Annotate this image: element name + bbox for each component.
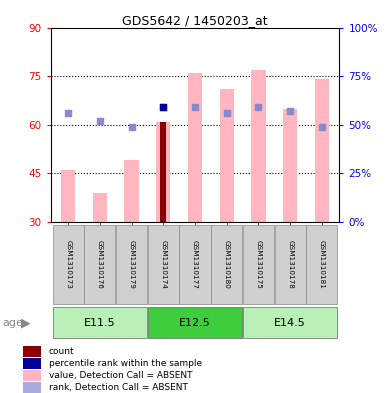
- Bar: [148, 225, 179, 304]
- Text: GSM1310177: GSM1310177: [192, 240, 198, 289]
- Bar: [160, 121, 167, 222]
- Text: age: age: [2, 318, 23, 328]
- Bar: [148, 307, 242, 338]
- Bar: [84, 225, 115, 304]
- Bar: [156, 121, 170, 222]
- Point: [128, 123, 135, 130]
- Bar: [243, 225, 274, 304]
- Text: GSM1310173: GSM1310173: [65, 240, 71, 289]
- Point: [160, 104, 167, 110]
- Text: value, Detection Call = ABSENT: value, Detection Call = ABSENT: [49, 371, 192, 380]
- Bar: [179, 225, 211, 304]
- Point: [255, 104, 262, 110]
- Bar: [315, 79, 329, 222]
- Text: GSM1310174: GSM1310174: [160, 240, 166, 289]
- Bar: [188, 73, 202, 222]
- Point: [97, 118, 103, 124]
- Bar: [211, 225, 242, 304]
- Text: GSM1310180: GSM1310180: [224, 240, 230, 289]
- Bar: [306, 225, 337, 304]
- Text: percentile rank within the sample: percentile rank within the sample: [49, 359, 202, 368]
- Point: [319, 123, 325, 130]
- Bar: [53, 225, 84, 304]
- Bar: [53, 307, 147, 338]
- Text: rank, Detection Call = ABSENT: rank, Detection Call = ABSENT: [49, 384, 188, 393]
- Bar: [23, 370, 41, 382]
- Point: [65, 110, 71, 116]
- Text: GDS5642 / 1450203_at: GDS5642 / 1450203_at: [122, 14, 268, 27]
- Text: GSM1310179: GSM1310179: [129, 240, 135, 289]
- Point: [223, 110, 230, 116]
- Text: E14.5: E14.5: [274, 318, 306, 328]
- Bar: [124, 160, 139, 222]
- Bar: [220, 89, 234, 222]
- Text: GSM1310178: GSM1310178: [287, 240, 293, 289]
- Bar: [61, 170, 75, 222]
- Text: ▶: ▶: [21, 316, 31, 330]
- Text: count: count: [49, 347, 74, 356]
- Text: GSM1310176: GSM1310176: [97, 240, 103, 289]
- Bar: [283, 108, 297, 222]
- Bar: [93, 193, 107, 222]
- Text: E11.5: E11.5: [84, 318, 116, 328]
- Bar: [23, 346, 41, 357]
- Bar: [243, 307, 337, 338]
- Point: [160, 104, 167, 110]
- Bar: [251, 70, 266, 222]
- Text: GSM1310181: GSM1310181: [319, 240, 325, 289]
- Text: E12.5: E12.5: [179, 318, 211, 328]
- Bar: [23, 358, 41, 369]
- Bar: [23, 382, 41, 393]
- Bar: [116, 225, 147, 304]
- Point: [192, 104, 198, 110]
- Point: [287, 108, 293, 114]
- Text: GSM1310175: GSM1310175: [255, 240, 261, 289]
- Bar: [275, 225, 306, 304]
